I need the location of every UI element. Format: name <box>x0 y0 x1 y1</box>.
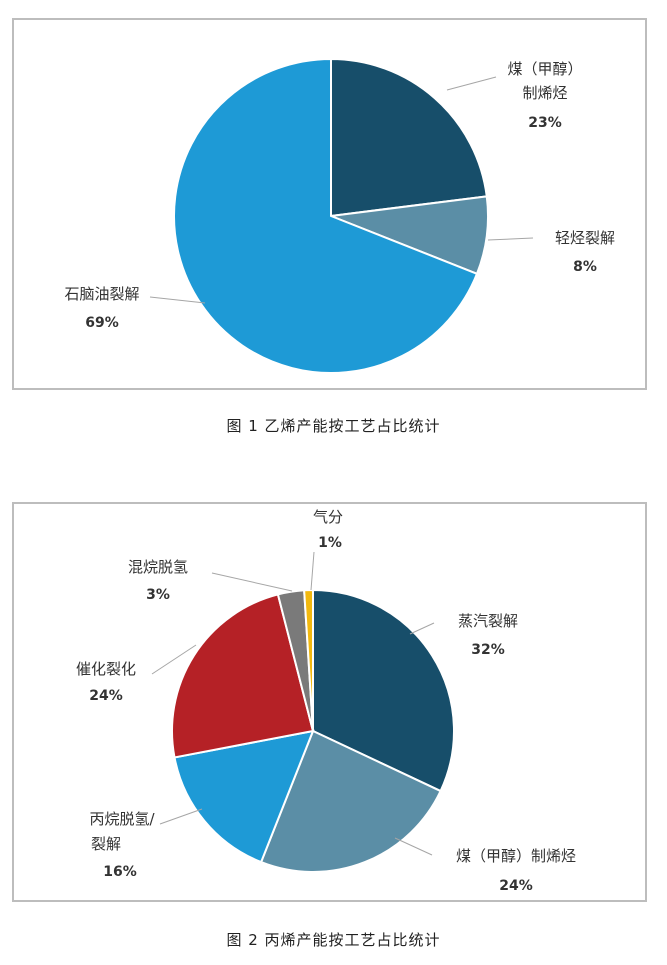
pie2-value-label-2: 16% <box>103 864 137 880</box>
pie2-value-label-4: 3% <box>146 587 170 603</box>
pie2-value-label-5: 1% <box>318 535 342 551</box>
pie2-slice-label-4: 混烷脱氢 <box>128 558 188 576</box>
pie2-slice-3 <box>171 593 315 759</box>
pie1-leader-line-1 <box>487 237 534 241</box>
figure-2-caption: 图 2 丙烯产能按工艺占比统计 <box>226 931 441 949</box>
pie2-leader-line-3 <box>151 644 197 675</box>
pie2-slice-label-2: 裂解 <box>91 835 121 853</box>
pie2-leader-line-5 <box>310 551 315 591</box>
pie2-value-label-1: 24% <box>499 878 533 894</box>
pie2-slice-label-5: 气分 <box>313 508 343 526</box>
pie1-leader-line-0 <box>446 76 497 91</box>
pie2-leader-line-4 <box>211 572 293 592</box>
pie2-leader-line-1 <box>394 837 433 856</box>
pie2-value-label-0: 32% <box>471 642 505 658</box>
pie1-slice-label-0: 制烯烃 <box>522 84 567 102</box>
pie2-slice-label-0: 蒸汽裂解 <box>458 612 518 630</box>
pie1-slice-label-1: 轻烃裂解 <box>555 229 615 247</box>
pie2-value-label-3: 24% <box>89 688 123 704</box>
pie1-slice-label-2: 石脑油裂解 <box>64 285 139 303</box>
pie2-slice-2 <box>173 729 315 864</box>
pie1-slice-label-0: 煤（甲醇） <box>507 60 582 78</box>
pie1-leader-line-2 <box>149 296 206 304</box>
pie2-slice-1 <box>259 729 442 873</box>
pie1-value-label-2: 69% <box>85 315 119 331</box>
pie2-slice-label-2: 丙烷脱氢/ <box>89 810 155 828</box>
pie2-slice-5 <box>303 588 314 732</box>
pie1-slice-2 <box>173 57 479 374</box>
pie2-slice-0 <box>312 588 455 793</box>
pie2-leader-line-2 <box>159 808 203 825</box>
pie1-slice-0 <box>330 57 488 218</box>
figure-1-caption: 图 1 乙烯产能按工艺占比统计 <box>226 417 441 435</box>
pie2-leader-line-0 <box>409 622 435 635</box>
pie1-value-label-1: 8% <box>573 259 597 275</box>
pie2-slice-label-1: 煤（甲醇）制烯烃 <box>456 847 576 865</box>
pie2-slice-label-3: 催化裂化 <box>76 660 136 678</box>
pie1-value-label-0: 23% <box>528 115 562 131</box>
